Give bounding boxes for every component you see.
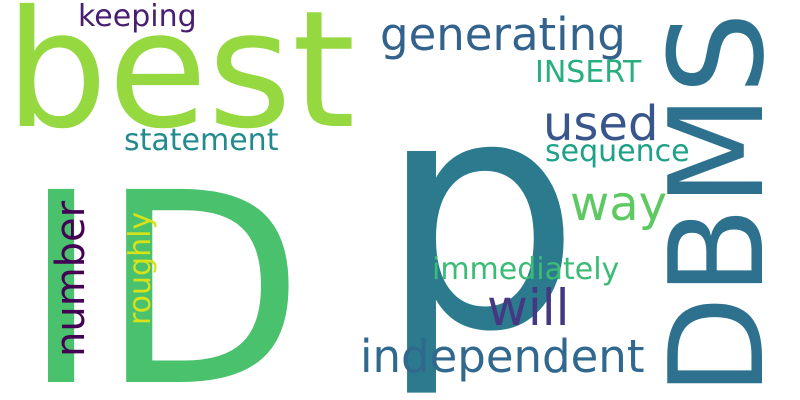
word-insert: INSERT [535, 55, 642, 90]
word-dbms: DBMS [641, 12, 793, 396]
word-sequence: sequence [545, 134, 690, 169]
word-immediately: immediately [432, 252, 619, 287]
word-best: best [5, 0, 355, 165]
word-generating: generating [380, 8, 626, 61]
word-keeping: keeping [78, 0, 197, 34]
word-used: used [543, 96, 658, 152]
word-will: will [487, 279, 570, 337]
word-number: number [48, 200, 94, 357]
word-statement: statement [124, 123, 279, 158]
word-roughly: roughly [123, 212, 158, 325]
word-way: way [570, 176, 667, 232]
word-p: p [378, 30, 581, 400]
word-independent: independent [360, 330, 644, 383]
word-id: ID [22, 137, 304, 400]
